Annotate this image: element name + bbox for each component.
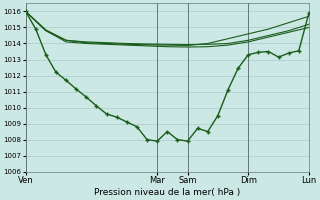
X-axis label: Pression niveau de la mer( hPa ): Pression niveau de la mer( hPa ): [94, 188, 240, 197]
